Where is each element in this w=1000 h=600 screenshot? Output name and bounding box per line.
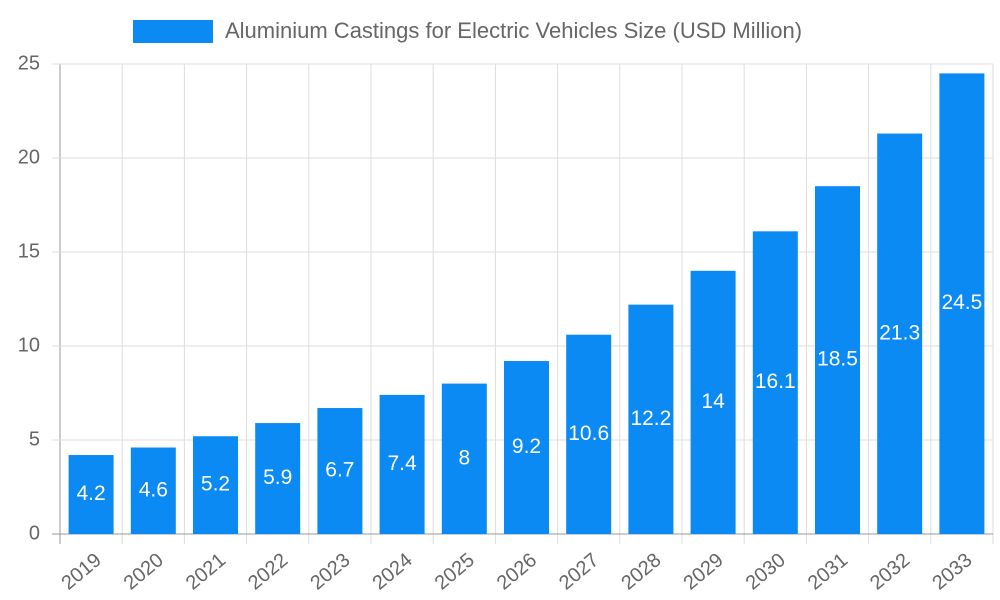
y-tick-label: 0 [29, 522, 40, 544]
data-label: 16.1 [755, 370, 796, 393]
x-tick-label: 2028 [617, 549, 665, 594]
y-tick-label: 20 [18, 146, 40, 168]
data-label: 24.5 [941, 291, 982, 314]
bar [690, 270, 736, 534]
data-label: 14 [701, 390, 725, 413]
x-tick-label: 2025 [431, 549, 479, 594]
y-tick-label: 5 [29, 428, 40, 450]
data-label: 7.4 [387, 452, 417, 475]
data-label: 4.6 [139, 478, 168, 501]
x-tick-label: 2023 [306, 549, 354, 594]
x-tick-label: 2022 [244, 549, 292, 594]
bar [628, 304, 674, 534]
bar [130, 447, 176, 534]
y-tick-label: 25 [18, 52, 40, 74]
data-label: 8 [458, 446, 470, 469]
x-tick-label: 2030 [742, 549, 790, 594]
data-label: 9.2 [512, 435, 541, 458]
data-label: 4.2 [76, 482, 105, 505]
data-label: 10.6 [568, 422, 609, 445]
bar [877, 133, 923, 534]
data-label: 5.9 [263, 466, 292, 489]
x-tick-label: 2020 [120, 549, 168, 594]
legend-label: Aluminium Castings for Electric Vehicles… [225, 18, 802, 43]
x-tick-label: 2026 [493, 549, 541, 594]
x-tick-label: 2029 [679, 549, 727, 594]
bar [441, 383, 487, 534]
data-label: 6.7 [325, 459, 354, 482]
x-tick-label: 2024 [368, 549, 416, 594]
bar [255, 423, 301, 534]
x-tick-label: 2031 [804, 549, 852, 594]
data-label: 18.5 [817, 348, 858, 371]
x-tick-label: 2033 [928, 549, 976, 594]
bar [752, 231, 798, 534]
y-tick-label: 10 [18, 334, 40, 356]
bar [815, 186, 860, 534]
bar [939, 73, 985, 535]
bar [193, 436, 238, 534]
x-tick-label: 2032 [866, 549, 914, 594]
bar [317, 408, 363, 534]
y-tick-label: 15 [18, 240, 40, 262]
x-tick-label: 2027 [555, 549, 603, 594]
legend-swatch [133, 20, 213, 43]
bar [504, 361, 549, 534]
x-tick-label: 2019 [57, 549, 105, 594]
bar [566, 334, 612, 534]
data-label: 12.2 [630, 407, 671, 430]
data-label: 21.3 [879, 321, 920, 344]
x-tick-label: 2021 [182, 549, 230, 594]
bar [379, 394, 425, 534]
data-label: 5.2 [201, 473, 230, 496]
bar [68, 455, 114, 534]
